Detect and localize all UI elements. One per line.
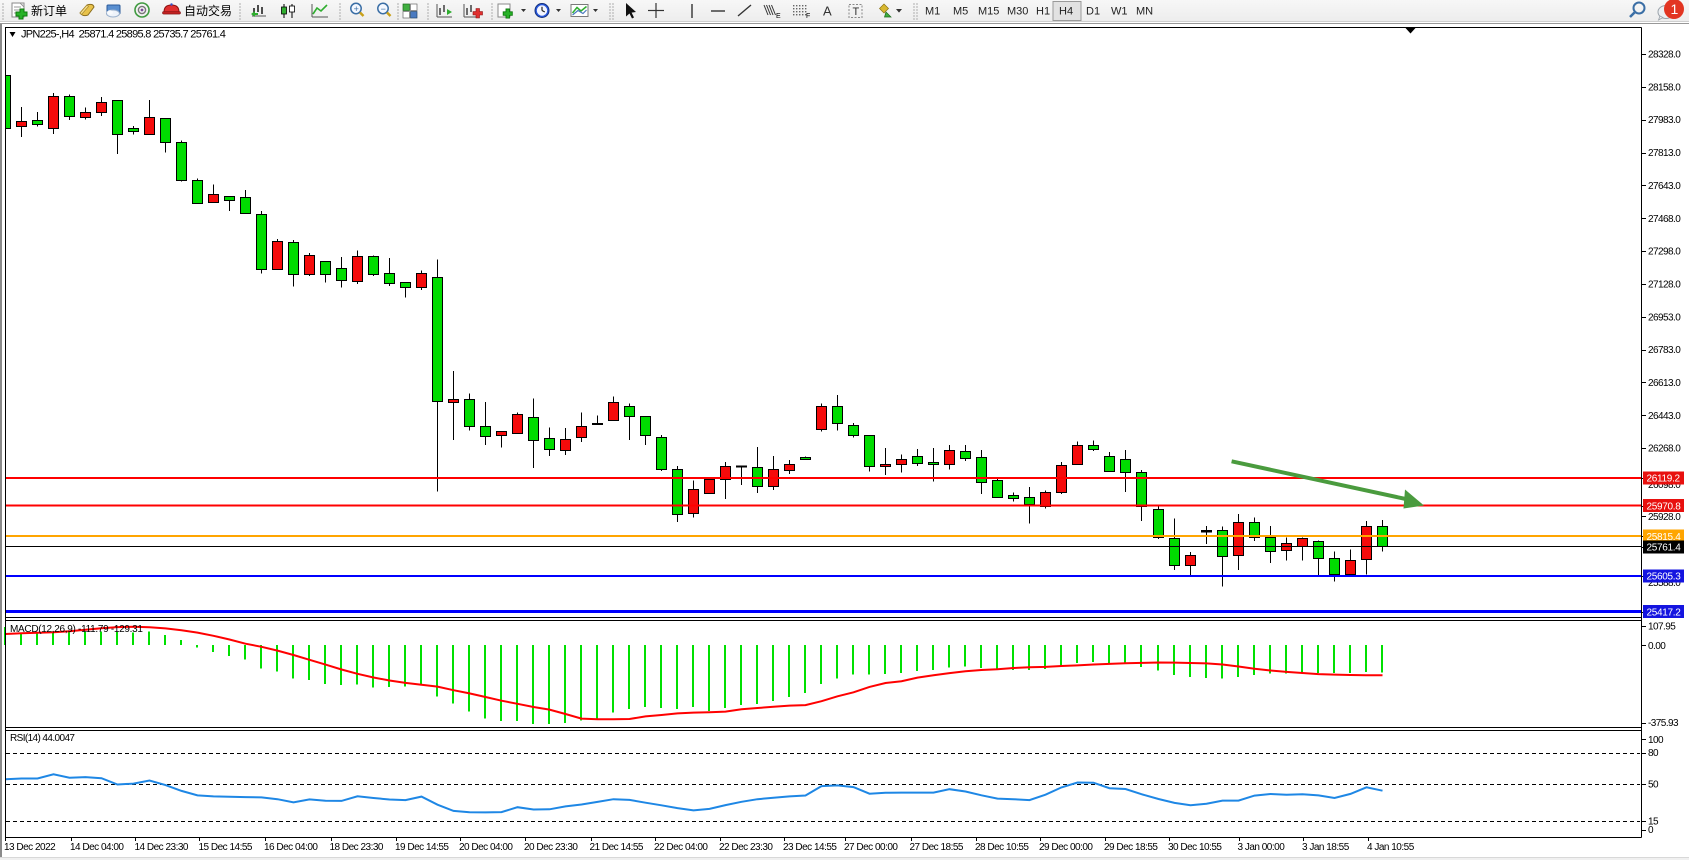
svg-text:D1: D1 [1086,6,1100,18]
svg-text:26443.0: 26443.0 [1648,411,1681,422]
svg-text:18 Dec 23:30: 18 Dec 23:30 [330,842,384,853]
svg-text:+: + [354,4,359,14]
svg-text:A: A [823,4,832,19]
svg-text:100: 100 [1648,735,1664,746]
svg-text:27128.0: 27128.0 [1648,280,1681,291]
svg-text:28158.0: 28158.0 [1648,82,1681,93]
svg-text:0: 0 [1648,825,1654,836]
svg-text:26783.0: 26783.0 [1648,345,1681,356]
svg-text:M1: M1 [925,6,940,18]
svg-text:W1: W1 [1111,6,1128,18]
svg-text:自动交易: 自动交易 [184,3,232,18]
svg-text:3 Jan 00:00: 3 Jan 00:00 [1238,842,1286,853]
svg-text:26953.0: 26953.0 [1648,312,1681,323]
svg-text:14 Dec 23:30: 14 Dec 23:30 [135,842,189,853]
svg-text:28 Dec 10:55: 28 Dec 10:55 [975,842,1029,853]
svg-text:27813.0: 27813.0 [1648,148,1681,159]
svg-text:50: 50 [1648,780,1659,791]
svg-text:0.00: 0.00 [1648,641,1666,652]
svg-text:14 Dec 04:00: 14 Dec 04:00 [70,842,124,853]
svg-text:27468.0: 27468.0 [1648,214,1681,225]
svg-text:27 Dec 18:55: 27 Dec 18:55 [910,842,964,853]
svg-text:25588.0: 25588.0 [1648,578,1681,589]
svg-text:25417.2: 25417.2 [1647,607,1682,618]
svg-text:27 Dec 00:00: 27 Dec 00:00 [844,842,898,853]
svg-text:27643.0: 27643.0 [1648,181,1681,192]
svg-text:JPN225-,H4 25871.4 25895.8 25: JPN225-,H4 25871.4 25895.8 25735.7 25761… [21,29,226,41]
svg-text:27983.0: 27983.0 [1648,115,1681,126]
svg-text:16 Dec 04:00: 16 Dec 04:00 [264,842,318,853]
svg-text:20 Dec 04:00: 20 Dec 04:00 [459,842,513,853]
svg-text:-375.93: -375.93 [1648,718,1679,729]
svg-text:MACD(12,26,9) -111.79 -129.31: MACD(12,26,9) -111.79 -129.31 [10,624,143,635]
svg-text:新订单: 新订单 [31,3,67,18]
svg-text:80: 80 [1648,748,1659,759]
svg-text:−: − [381,4,386,14]
svg-text:15 Dec 14:55: 15 Dec 14:55 [199,842,253,853]
svg-text:3 Jan 18:55: 3 Jan 18:55 [1302,842,1350,853]
svg-text:M15: M15 [978,6,999,18]
svg-text:26268.0: 26268.0 [1648,444,1681,455]
svg-text:26613.0: 26613.0 [1648,378,1681,389]
svg-text:M30: M30 [1007,6,1028,18]
svg-text:T: T [853,6,860,18]
svg-text:F: F [806,13,810,20]
svg-text:M5: M5 [953,6,968,18]
svg-text:20 Dec 23:30: 20 Dec 23:30 [524,842,578,853]
svg-text:4 Jan 10:55: 4 Jan 10:55 [1367,842,1415,853]
svg-text:RSI(14) 44.0047: RSI(14) 44.0047 [10,733,75,744]
svg-text:H1: H1 [1036,6,1050,18]
svg-text:25815.4: 25815.4 [1647,532,1682,543]
svg-text:22 Dec 23:30: 22 Dec 23:30 [719,842,773,853]
svg-text:26119.2: 26119.2 [1647,474,1681,485]
svg-text:27298.0: 27298.0 [1648,247,1681,258]
svg-text:25605.3: 25605.3 [1647,572,1682,583]
svg-text:25761.4: 25761.4 [1647,543,1682,554]
svg-text:30 Dec 10:55: 30 Dec 10:55 [1168,842,1222,853]
svg-text:H4: H4 [1059,6,1073,18]
svg-text:15: 15 [1648,816,1659,827]
svg-text:1: 1 [1671,1,1679,17]
svg-text:21 Dec 14:55: 21 Dec 14:55 [590,842,644,853]
svg-text:29 Dec 18:55: 29 Dec 18:55 [1104,842,1158,853]
svg-text:13 Dec 2022: 13 Dec 2022 [4,842,56,853]
svg-text:107.95: 107.95 [1648,622,1676,633]
svg-text:26098.0: 26098.0 [1648,480,1681,491]
svg-text:29 Dec 00:00: 29 Dec 00:00 [1039,842,1093,853]
svg-text:22 Dec 04:00: 22 Dec 04:00 [654,842,708,853]
svg-text:MN: MN [1136,6,1153,18]
svg-text:E: E [776,13,781,20]
svg-text:19 Dec 14:55: 19 Dec 14:55 [395,842,449,853]
svg-text:25928.0: 25928.0 [1648,512,1681,523]
svg-text:28328.0: 28328.0 [1648,50,1681,61]
svg-text:25970.8: 25970.8 [1647,502,1682,513]
svg-text:23 Dec 14:55: 23 Dec 14:55 [783,842,837,853]
